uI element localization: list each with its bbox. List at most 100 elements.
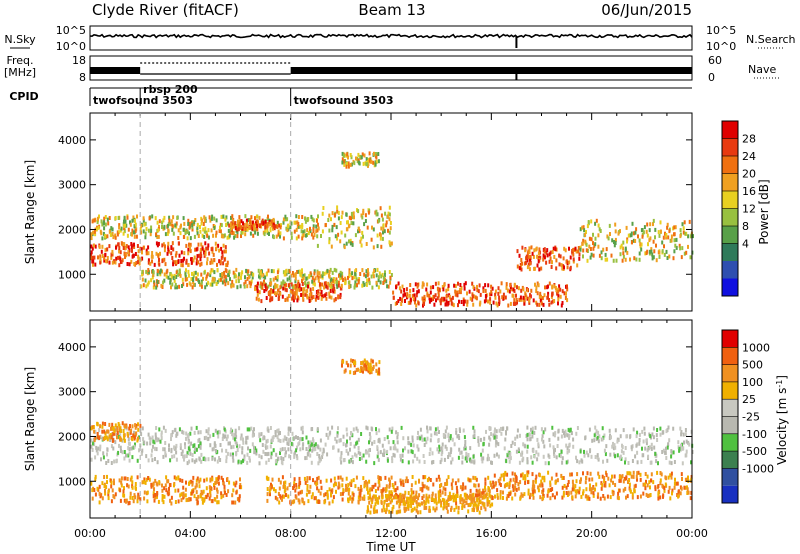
scatter-cell: [406, 496, 409, 501]
scatter-cell: [650, 478, 652, 483]
scatter-cell: [336, 431, 339, 436]
scatter-cell: [265, 272, 268, 277]
scatter-cell: [557, 297, 560, 302]
scatter-cell: [649, 236, 652, 241]
scatter-cell: [316, 228, 319, 233]
scatter-cell: [295, 214, 298, 219]
scatter-cell: [304, 456, 307, 461]
scatter-cell: [301, 430, 304, 435]
scatter-cell: [295, 227, 298, 232]
scatter-cell: [411, 450, 414, 455]
scatter-cell: [400, 289, 403, 294]
scatter-cell: [276, 291, 279, 296]
scatter-cell: [371, 359, 374, 364]
scatter-cell: [450, 505, 453, 510]
scatter-cell: [167, 275, 170, 280]
scatter-cell: [189, 236, 192, 241]
scatter-cell: [330, 478, 333, 483]
scatter-cell: [355, 453, 358, 458]
scatter-cell: [283, 272, 286, 277]
scatter-cell: [382, 227, 385, 232]
scatter-cell: [265, 439, 268, 444]
scatter-cell: [333, 298, 336, 303]
scatter-cell: [349, 458, 352, 463]
scatter-cell: [140, 284, 143, 289]
scatter-cell: [229, 277, 231, 282]
scatter-cell: [597, 233, 600, 238]
scatter-cell: [304, 219, 307, 224]
scatter-cell: [391, 509, 394, 514]
scatter-cell: [194, 485, 197, 490]
scatter-cell: [409, 494, 412, 499]
scatter-cell: [536, 437, 539, 442]
scatter-cell: [337, 448, 340, 453]
scatter-cell: [594, 236, 597, 241]
scatter-cell: [334, 234, 337, 239]
scatter-cell: [383, 273, 386, 277]
scatter-cell: [360, 361, 363, 365]
scatter-cell: [319, 438, 322, 443]
scatter-cell: [226, 451, 229, 456]
scatter-cell: [103, 258, 106, 263]
scatter-cell: [521, 472, 524, 477]
scatter-cell: [566, 285, 568, 289]
scatter-cell: [254, 286, 256, 291]
scatter-cell: [456, 489, 459, 494]
scatter-cell: [658, 254, 661, 259]
scatter-cell: [274, 276, 277, 281]
scatter-cell: [357, 450, 360, 455]
scatter-cell: [287, 294, 290, 298]
scatter-cell: [187, 251, 190, 256]
scatter-cell: [441, 285, 444, 289]
scatter-cell: [554, 431, 557, 436]
scatter-cell: [246, 460, 249, 465]
scatter-cell: [539, 255, 542, 260]
scatter-cell: [162, 242, 165, 247]
scatter-cell: [368, 453, 371, 458]
scatter-cell: [406, 505, 409, 509]
scatter-cell: [255, 296, 258, 301]
scatter-cell: [528, 250, 531, 255]
scatter-cell: [345, 427, 348, 432]
scatter-cell: [276, 220, 279, 225]
scatter-cell: [570, 472, 573, 477]
scatter-cell: [455, 430, 458, 435]
scatter-cell: [191, 223, 194, 228]
scatter-cell: [456, 494, 459, 498]
scatter-cell: [175, 476, 178, 481]
scatter-cell: [357, 446, 360, 450]
scatter-cell: [439, 460, 442, 465]
scatter-cell: [153, 262, 156, 267]
scatter-cell: [508, 289, 511, 294]
scatter-cell: [423, 506, 426, 510]
scatter-cell: [450, 460, 453, 465]
scatter-cell: [304, 216, 307, 221]
scatter-cell: [357, 486, 360, 491]
scatter-cell: [543, 478, 546, 483]
scatter-cell: [321, 271, 324, 276]
scatter-cell: [517, 286, 520, 291]
scatter-cell: [114, 260, 117, 265]
scatter-cell: [373, 461, 376, 466]
scatter-cell: [563, 265, 565, 270]
scatter-cell: [217, 481, 220, 486]
scatter-cell: [388, 212, 391, 217]
scatter-cell: [348, 459, 351, 464]
scatter-cell: [302, 274, 305, 278]
scatter-cell: [184, 277, 187, 282]
scatter-cell: [375, 499, 378, 504]
scatter-cell: [353, 215, 355, 220]
cpid-label: CPID: [9, 90, 38, 103]
scatter-cell: [328, 228, 331, 233]
scatter-cell: [113, 459, 116, 464]
scatter-cell: [645, 251, 648, 255]
scatter-cell: [399, 478, 402, 483]
scatter-cell: [98, 244, 101, 249]
scatter-cell: [328, 237, 331, 242]
scatter-cell: [381, 443, 384, 448]
scatter-cell: [653, 445, 656, 450]
scatter-cell: [198, 456, 201, 461]
scatter-cell: [626, 237, 629, 242]
scatter-cell: [141, 277, 144, 282]
scatter-cell: [293, 481, 296, 486]
